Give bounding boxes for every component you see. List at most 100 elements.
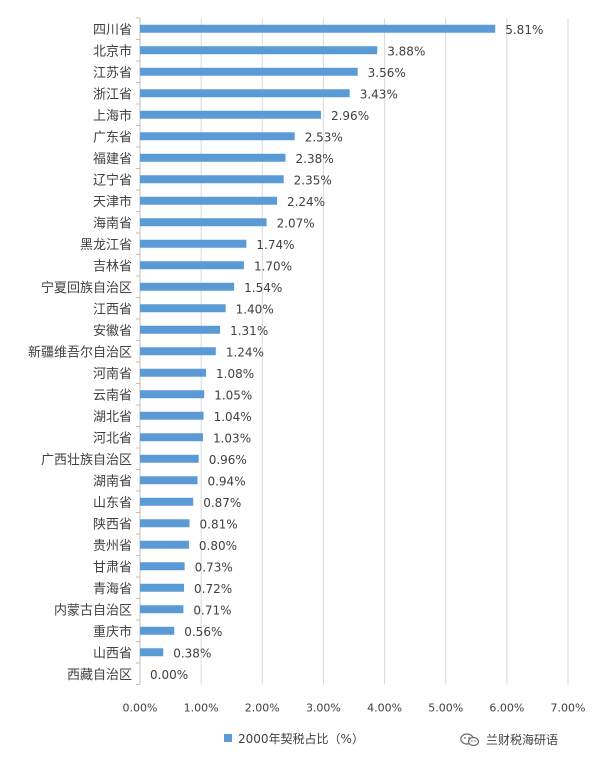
bar <box>140 454 199 463</box>
x-tick-label: 1.00% <box>184 702 219 715</box>
data-label: 2.96% <box>331 109 369 123</box>
category-label: 安徽省 <box>93 324 132 339</box>
data-label: 0.00% <box>150 668 188 682</box>
data-label: 0.38% <box>173 646 211 660</box>
data-label: 2.35% <box>294 173 332 187</box>
data-label: 0.96% <box>209 453 247 467</box>
data-label: 0.72% <box>194 582 232 596</box>
data-label: 0.87% <box>203 496 241 510</box>
data-label: 2.38% <box>296 152 334 166</box>
category-label: 云南省 <box>93 387 132 403</box>
bar <box>140 325 221 334</box>
x-tick-label: 3.00% <box>306 702 341 715</box>
bar <box>140 583 185 592</box>
bar <box>140 282 235 291</box>
bar <box>140 347 216 356</box>
bar <box>140 540 189 549</box>
category-label: 贵州省 <box>93 539 132 554</box>
data-label: 1.70% <box>254 259 292 273</box>
data-label: 2.07% <box>277 216 315 230</box>
category-label: 重庆市 <box>93 624 132 640</box>
category-label: 内蒙古自治区 <box>54 602 132 618</box>
category-label: 陕西省 <box>93 517 132 532</box>
bar <box>140 626 175 635</box>
data-label: 1.05% <box>214 388 252 402</box>
bar <box>140 67 358 76</box>
bar <box>140 218 267 227</box>
category-label: 江西省 <box>93 302 132 317</box>
bar <box>140 605 184 614</box>
bar <box>140 261 244 270</box>
category-label: 福建省 <box>93 152 132 167</box>
category-label: 浙江省 <box>93 87 132 102</box>
data-label: 0.71% <box>193 603 231 617</box>
x-tick-label: 7.00% <box>551 702 586 715</box>
bar <box>140 476 198 485</box>
data-label: 0.94% <box>207 474 245 488</box>
category-label: 海南省 <box>93 215 132 231</box>
data-label: 0.81% <box>200 517 238 531</box>
bar <box>140 368 207 377</box>
data-label: 3.43% <box>360 87 398 101</box>
category-label: 山东省 <box>93 496 132 511</box>
bar <box>140 304 226 313</box>
wechat-icon <box>460 732 480 746</box>
bar <box>140 562 185 571</box>
data-label: 3.88% <box>387 44 425 58</box>
data-label: 1.03% <box>213 431 251 445</box>
category-label: 广西壮族自治区 <box>41 452 132 468</box>
category-label: 江苏省 <box>93 65 132 81</box>
data-label: 1.74% <box>256 238 294 252</box>
data-label: 5.81% <box>505 23 543 37</box>
category-label: 宁夏回族自治区 <box>41 280 132 296</box>
legend-swatch <box>224 734 232 742</box>
data-label: 1.54% <box>244 281 282 295</box>
category-label: 黑龙江省 <box>80 238 132 253</box>
x-tick-label: 6.00% <box>489 702 524 715</box>
bar <box>140 497 194 506</box>
category-label: 山西省 <box>93 646 132 661</box>
watermark: 兰财税海研语 <box>460 731 558 748</box>
bar <box>140 519 190 528</box>
category-label: 西藏自治区 <box>67 668 132 683</box>
data-label: 3.56% <box>368 66 406 80</box>
category-label: 湖北省 <box>93 410 132 425</box>
category-label: 湖南省 <box>93 473 132 489</box>
data-label: 0.80% <box>199 539 237 553</box>
bar <box>140 175 284 184</box>
category-label: 青海省 <box>93 582 132 597</box>
bar <box>140 110 321 119</box>
bar <box>140 24 496 33</box>
x-tick-label: 5.00% <box>428 702 463 715</box>
category-label: 河南省 <box>93 366 132 382</box>
category-label: 广东省 <box>93 130 132 145</box>
bar <box>140 196 277 205</box>
x-tick-label: 4.00% <box>367 702 402 715</box>
data-label: 2.24% <box>287 195 325 209</box>
category-label: 上海市 <box>93 108 132 124</box>
data-label: 1.40% <box>236 302 274 316</box>
bar <box>140 390 205 399</box>
data-label: 0.56% <box>184 625 222 639</box>
category-label: 甘肃省 <box>93 560 132 575</box>
category-label: 河北省 <box>93 431 132 446</box>
x-tick-label: 0.00% <box>123 702 158 715</box>
data-label: 0.73% <box>195 560 233 574</box>
bar <box>140 239 247 248</box>
bar <box>140 132 295 141</box>
bar <box>140 46 378 55</box>
category-label: 新疆维吾尔自治区 <box>28 344 132 360</box>
bar <box>140 153 286 162</box>
legend: 2000年契税占比（%） <box>224 728 364 748</box>
legend-label: 2000年契税占比（%） <box>238 731 364 746</box>
bar <box>140 433 203 442</box>
data-label: 1.04% <box>214 410 252 424</box>
category-label: 四川省 <box>93 23 132 38</box>
category-label: 北京市 <box>93 43 132 59</box>
category-label: 辽宁省 <box>93 172 132 188</box>
watermark-text: 兰财税海研语 <box>486 733 559 747</box>
bar <box>140 89 350 98</box>
bar <box>140 648 164 657</box>
data-label: 1.24% <box>226 345 264 359</box>
